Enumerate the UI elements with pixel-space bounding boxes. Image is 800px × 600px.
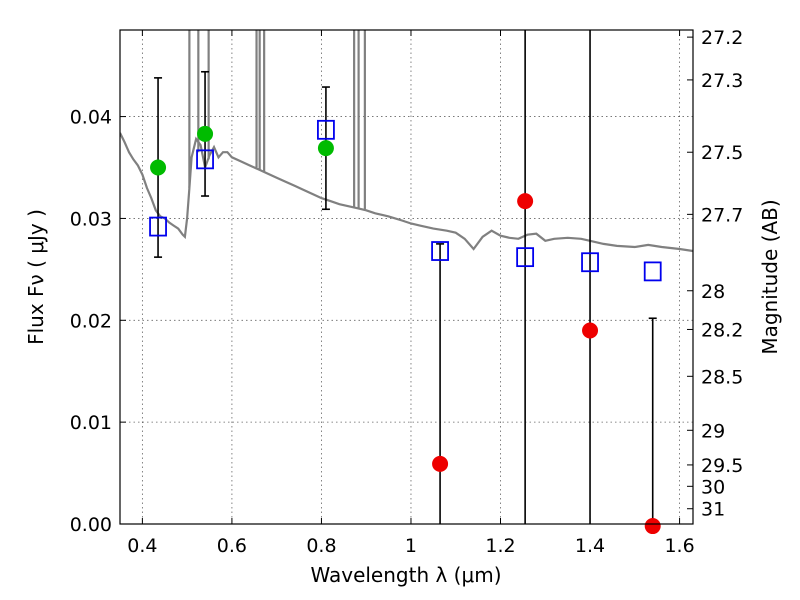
low-sn-marker	[582, 322, 599, 339]
data-markers	[149, 119, 662, 535]
y2-tick-label: 29	[701, 420, 725, 442]
x-tick-label: 1	[405, 535, 417, 557]
low-sn-marker	[517, 193, 534, 210]
y2-tick-label: 28.5	[701, 366, 743, 388]
x-tick-label: 0.6	[217, 535, 247, 557]
model-photometry-marker	[516, 247, 535, 268]
model-spectrum	[120, 30, 693, 253]
x-axis: 0.4 0.6 0.8 1 1.2 1.4 1.6	[127, 30, 695, 557]
x-axis-label: Wavelength λ (μm)	[310, 563, 501, 587]
y-tick-label: 0.00	[70, 514, 112, 536]
x-tick-label: 1.4	[575, 535, 605, 557]
x-tick-label: 0.8	[306, 535, 336, 557]
y2-axis-label: Magnitude (AB)	[758, 199, 782, 354]
y-tick-label: 0.02	[70, 310, 112, 332]
model-spectrum-line	[120, 132, 693, 253]
y2-tick-label: 30	[701, 476, 725, 498]
y2-tick-label: 28.2	[701, 319, 743, 341]
model-photometry-marker	[196, 149, 214, 170]
detection-marker	[197, 125, 214, 142]
y2-tick-label: 27.5	[701, 142, 743, 164]
low-sn-marker	[432, 455, 449, 472]
model-photometry-marker	[431, 241, 449, 261]
y2-tick-label: 27.7	[701, 204, 743, 226]
x-tick-label: 1.2	[485, 535, 515, 557]
y-axis-label: Flux Fν ( μJy )	[24, 209, 48, 345]
model-photometry-marker	[317, 119, 335, 140]
x-tick-label: 1.6	[664, 535, 694, 557]
y-tick-label: 0.03	[70, 208, 112, 230]
low-sn-marker	[644, 518, 661, 535]
y2-tick-label: 27.3	[701, 70, 743, 92]
y-axis: 0.00 0.01 0.02 0.03 0.04	[70, 107, 126, 536]
model-photometry-marker	[643, 261, 662, 282]
y-tick-label: 0.01	[70, 412, 112, 434]
x-tick-label: 0.4	[127, 535, 157, 557]
y2-tick-label: 28	[701, 281, 725, 303]
y2-tick-label: 27.2	[701, 27, 743, 49]
error-bars	[154, 30, 657, 524]
model-photometry-marker	[581, 252, 599, 273]
model-photometry-marker	[149, 216, 167, 237]
detection-marker	[317, 140, 334, 157]
y2-tick-label: 29.5	[701, 455, 743, 477]
plot-frame	[119, 29, 694, 525]
detection-marker	[150, 159, 167, 176]
y2-tick-label: 31	[701, 499, 725, 521]
y-tick-label: 0.04	[70, 107, 112, 129]
